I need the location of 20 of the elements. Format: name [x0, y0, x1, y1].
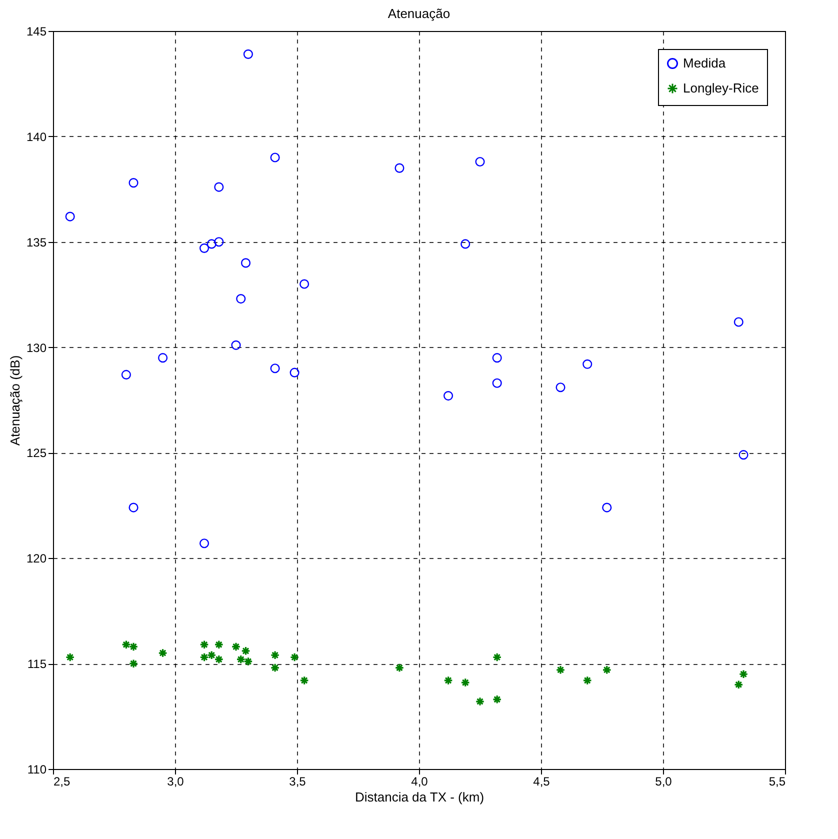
y-tick-label: 110 [27, 762, 47, 776]
x-tick-label: 4,5 [533, 774, 550, 788]
y-axis-title: Atenuação (dB) [7, 355, 22, 446]
y-tick-label: 140 [26, 130, 47, 144]
x-tick-label: 3,5 [289, 774, 306, 788]
x-tick-label: 4,0 [411, 774, 428, 788]
x-tick-label: 5,5 [768, 774, 786, 788]
y-tick-label: 135 [26, 235, 47, 250]
x-axis-title: Distancia da TX - (km) [354, 790, 484, 804]
y-tick-label: 120 [26, 552, 47, 566]
legend-label: Longley-Rice [683, 80, 759, 96]
y-tick-label: 125 [26, 446, 47, 460]
x-tick-label: 5,0 [655, 774, 672, 788]
legend-label: Medida [683, 56, 726, 70]
y-tick-label: 115 [27, 657, 47, 672]
x-tick-label: 2,5 [54, 774, 71, 788]
chart-title: Atenuação [388, 6, 450, 21]
y-tick-label: 145 [26, 24, 47, 38]
y-tick-label: 130 [26, 340, 47, 355]
x-tick-label: 3,0 [167, 774, 184, 788]
